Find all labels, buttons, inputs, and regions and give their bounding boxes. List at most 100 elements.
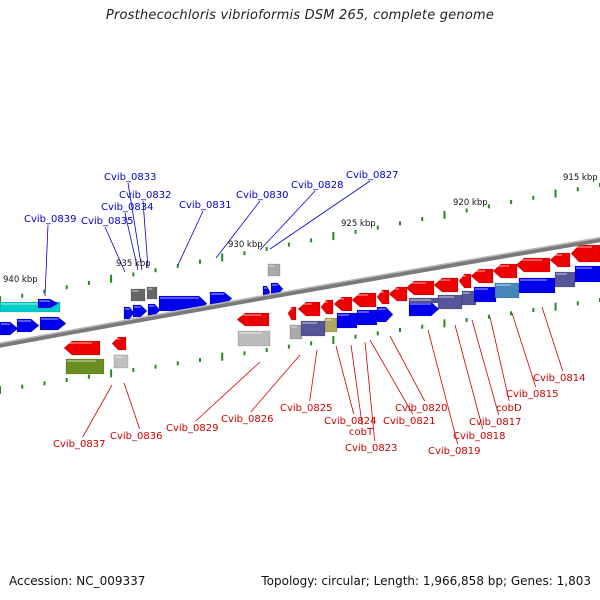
scale-tick (532, 308, 535, 312)
scale-tick (265, 246, 268, 251)
gene-arrow (437, 294, 463, 310)
gene-arrow (356, 309, 378, 326)
gene-arrow (289, 324, 303, 340)
scale-label: 920 kbp (453, 198, 488, 208)
gene-label: Cvib_0834 (101, 202, 153, 213)
gene-arrow-shine (378, 308, 386, 310)
gene-arrow (433, 277, 459, 293)
gene-arrow-shine (149, 305, 155, 307)
scale-tick (199, 358, 201, 362)
scale-tick (287, 242, 290, 247)
leader-line (250, 354, 301, 413)
scale-tick (554, 189, 557, 198)
scale-tick (0, 296, 1, 304)
scale-tick (421, 217, 424, 222)
gene-label: cobT (349, 427, 374, 438)
leader-line (215, 200, 261, 259)
scale-tick (443, 319, 446, 328)
leader-line (269, 180, 371, 250)
gene-label: Cvib_0817 (469, 417, 521, 428)
scale-tick (399, 221, 401, 226)
scale-ticks (0, 183, 600, 394)
gene-arrow (333, 296, 353, 312)
gene-arrow-shine (113, 338, 120, 340)
gene-arrow (570, 244, 600, 263)
gene-label: cobD (496, 403, 522, 414)
scale-tick (421, 324, 424, 329)
gene-arrow-shine (302, 322, 317, 324)
scale-tick (510, 311, 513, 316)
scale-tick (465, 208, 468, 213)
gene-arrow-shine (134, 306, 141, 308)
gene-arrow-shine (272, 284, 278, 286)
gene-arrow-shine (65, 342, 92, 344)
gene-arrow-shine (39, 300, 50, 302)
gene-arrow-shine (335, 298, 344, 300)
scale-tick (465, 318, 468, 322)
scale-tick (0, 386, 1, 394)
leader-line (123, 382, 141, 430)
gene-arrow-shine (439, 296, 454, 298)
gene-arrow (130, 288, 146, 302)
gene-arrow (324, 317, 338, 333)
scale-tick (554, 302, 557, 311)
leader-line (309, 349, 318, 402)
gene-arrow (518, 277, 556, 294)
gene-arrow-shine (572, 246, 592, 248)
gene-arrow-shine (115, 356, 122, 358)
leader-line (350, 344, 363, 426)
scale-tick (176, 361, 179, 366)
leader-line (369, 339, 414, 415)
gene-arrow-shine (269, 265, 275, 267)
scale-tick (376, 225, 379, 230)
scale-tick (21, 293, 24, 298)
scale-tick (332, 232, 335, 241)
scale-tick (199, 259, 201, 264)
scale-tick (21, 384, 24, 389)
gene-arrow-shine (211, 293, 224, 295)
leader-line (489, 316, 510, 402)
scale-tick (154, 268, 157, 273)
gene-arrow-shine (463, 292, 470, 294)
scale-tick (443, 210, 446, 219)
scale-tick (87, 280, 90, 285)
leader-line (127, 182, 143, 271)
gene-arrow-shine (378, 291, 384, 293)
gene-label: Cvib_0815 (506, 389, 558, 400)
leader-line (259, 190, 316, 251)
scale-tick (265, 348, 268, 352)
gene-label: Cvib_0828 (291, 180, 343, 191)
gene-label: Cvib_0830 (236, 190, 288, 201)
gene-label: Cvib_0831 (179, 200, 231, 211)
gene-arrow-shine (338, 314, 349, 316)
gene-arrow-shine (148, 288, 153, 290)
leader-line (124, 212, 139, 271)
gene-arrow-shine (289, 308, 293, 310)
gene-label: Cvib_0836 (110, 431, 162, 442)
scale-tick (154, 364, 157, 369)
leader-line (335, 345, 355, 415)
gene-arrow-shine (67, 360, 96, 362)
gene-arrow-shine (556, 273, 567, 275)
gene-arrow (461, 290, 477, 306)
gene-arrow-shine (435, 279, 450, 281)
gene-arrow (515, 257, 551, 273)
gene-arrow (492, 263, 518, 279)
leader-line (427, 329, 459, 445)
scale-tick (576, 187, 579, 192)
gene-arrow-shine (299, 303, 312, 305)
gene-arrow-shine (358, 311, 369, 313)
gene-arrow (146, 286, 158, 300)
gene-arrow-shine (291, 326, 297, 328)
gene-arrow (16, 318, 40, 333)
gene-arrow-shine (517, 259, 542, 261)
scale-tick (221, 253, 224, 262)
leader-line (177, 210, 204, 266)
gene-arrow (63, 340, 101, 356)
gene-label: Cvib_0823 (345, 443, 397, 454)
scale-tick (243, 351, 246, 356)
leader-line (82, 384, 113, 438)
scale-tick (310, 238, 313, 243)
gene-arrow-shine (322, 301, 328, 303)
gene-arrow (376, 289, 390, 305)
